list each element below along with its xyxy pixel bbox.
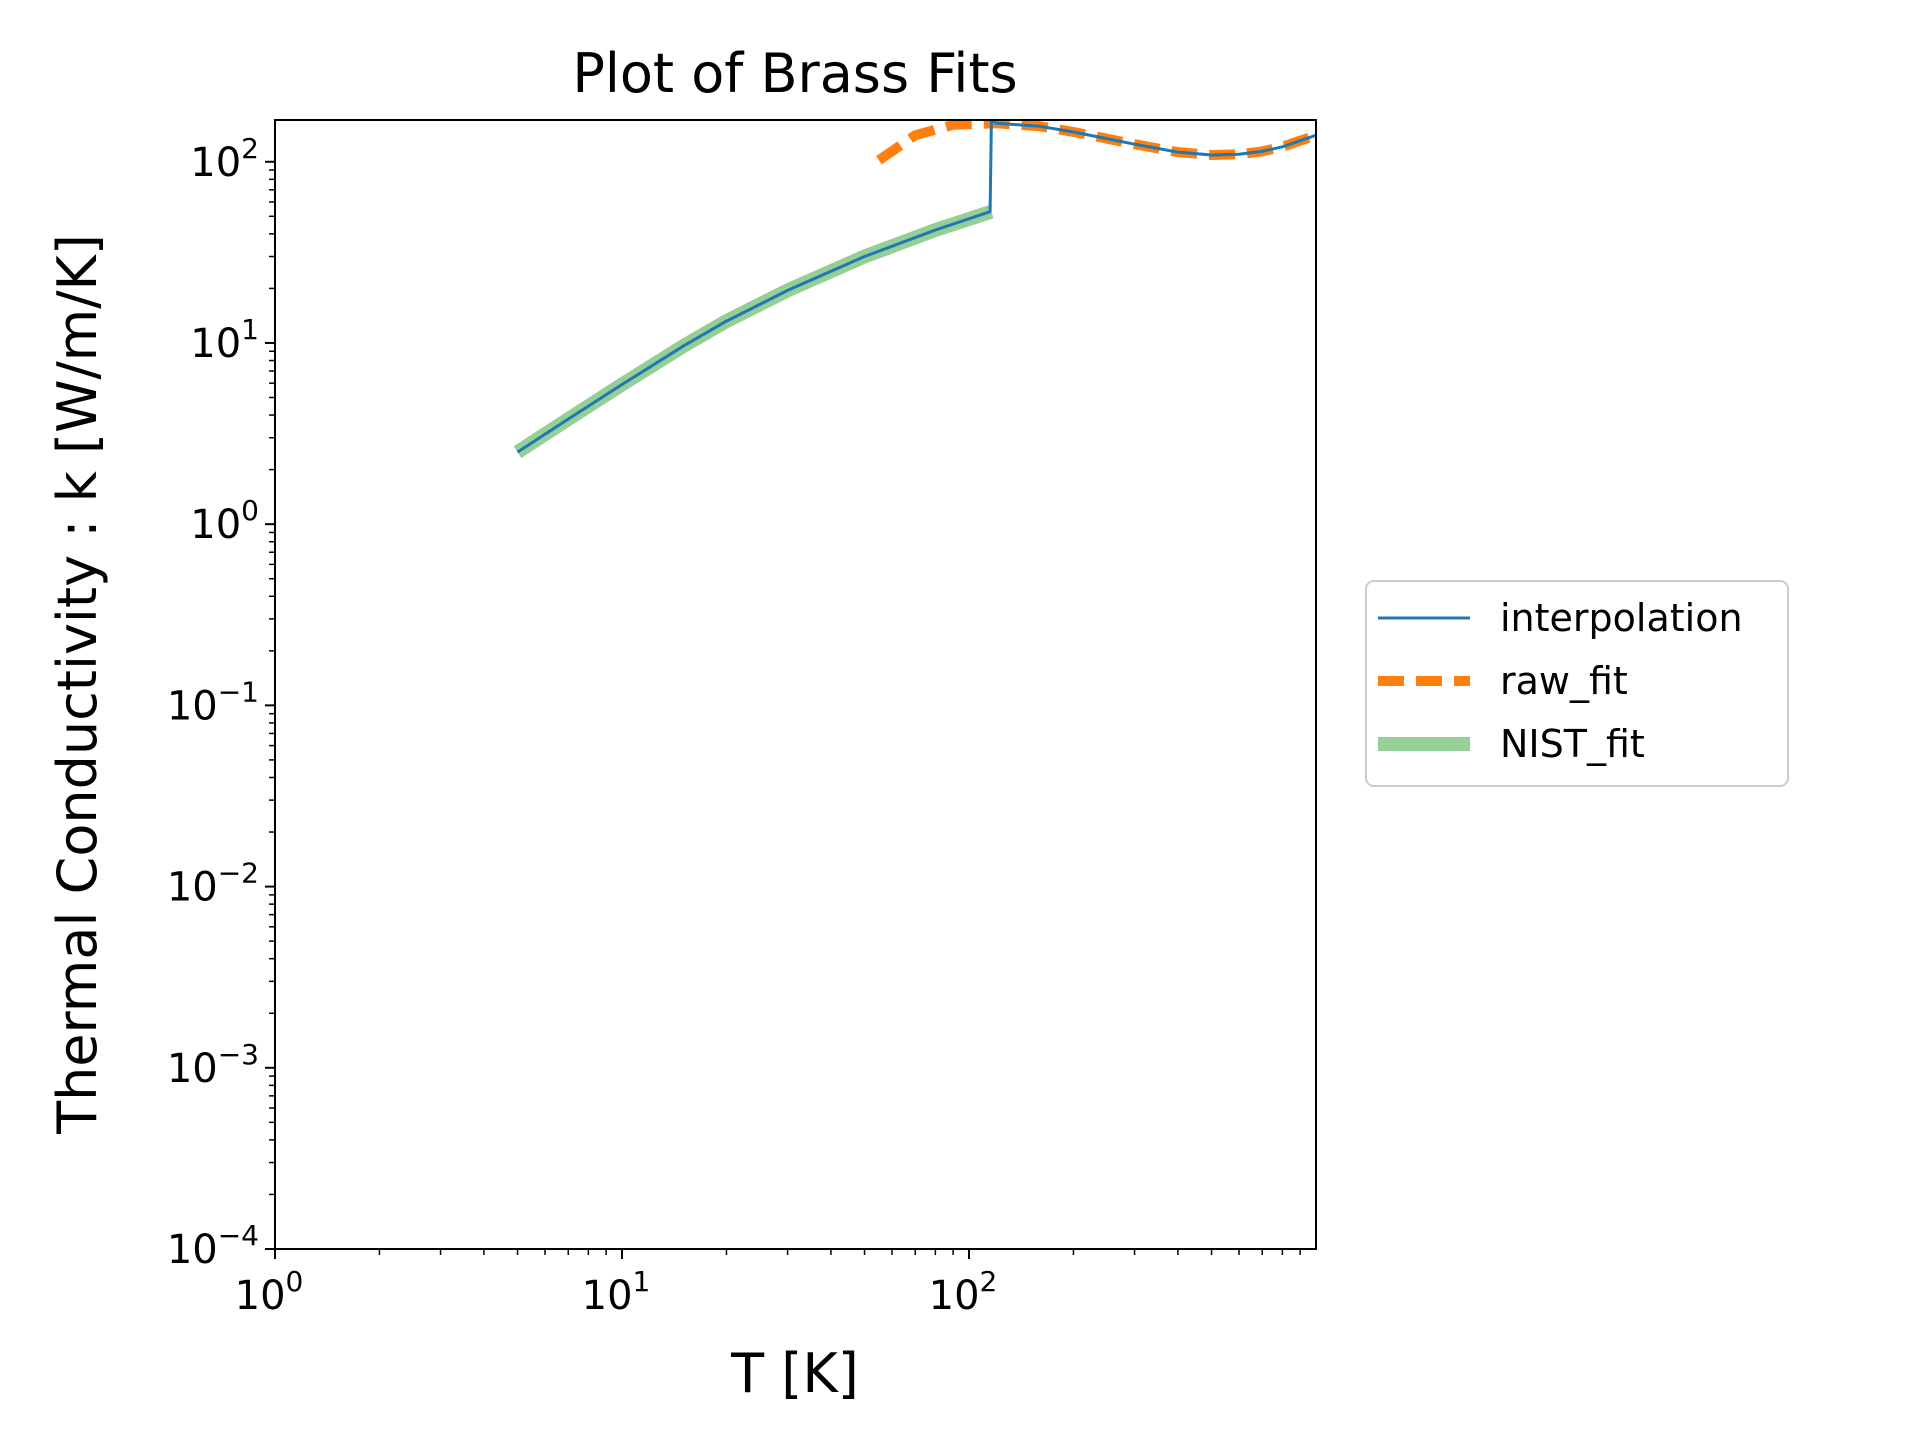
y-tick-label: 10−1 [167,675,259,729]
legend-label: raw_fit [1500,659,1628,703]
series-layer [513,120,1316,458]
x-tick-label: 101 [582,1265,651,1319]
y-tick-label: 101 [190,313,259,367]
x-axis-label: T [K] [730,1342,859,1405]
legend-label: NIST_fit [1500,722,1645,766]
y-tick-label: 102 [190,132,259,186]
y-tick-label: 10−4 [167,1219,259,1273]
y-tick-label: 10−2 [167,857,259,911]
chart-title: Plot of Brass Fits [572,42,1017,105]
legend-box [1365,580,1789,787]
y-axis-label: Thermal Conductivity : k [W/m/K] [46,234,109,1135]
series-nist-fit [513,205,994,458]
y-tick-label: 10−3 [167,1038,259,1092]
y-axis: 10−4 10−3 10−2 10−1 100 101 102 [167,132,275,1273]
plot-frame [274,119,1317,1250]
series-raw-fit [876,120,1316,165]
legend: interpolation raw_fit NIST_fit [1365,580,1789,787]
y-tick-label: 100 [190,494,259,548]
x-tick-label: 100 [235,1265,304,1319]
legend-label: interpolation [1500,596,1743,640]
x-axis: 100 101 102 [235,1249,1301,1319]
series-interpolation [516,120,1316,454]
x-tick-label: 102 [929,1265,998,1319]
